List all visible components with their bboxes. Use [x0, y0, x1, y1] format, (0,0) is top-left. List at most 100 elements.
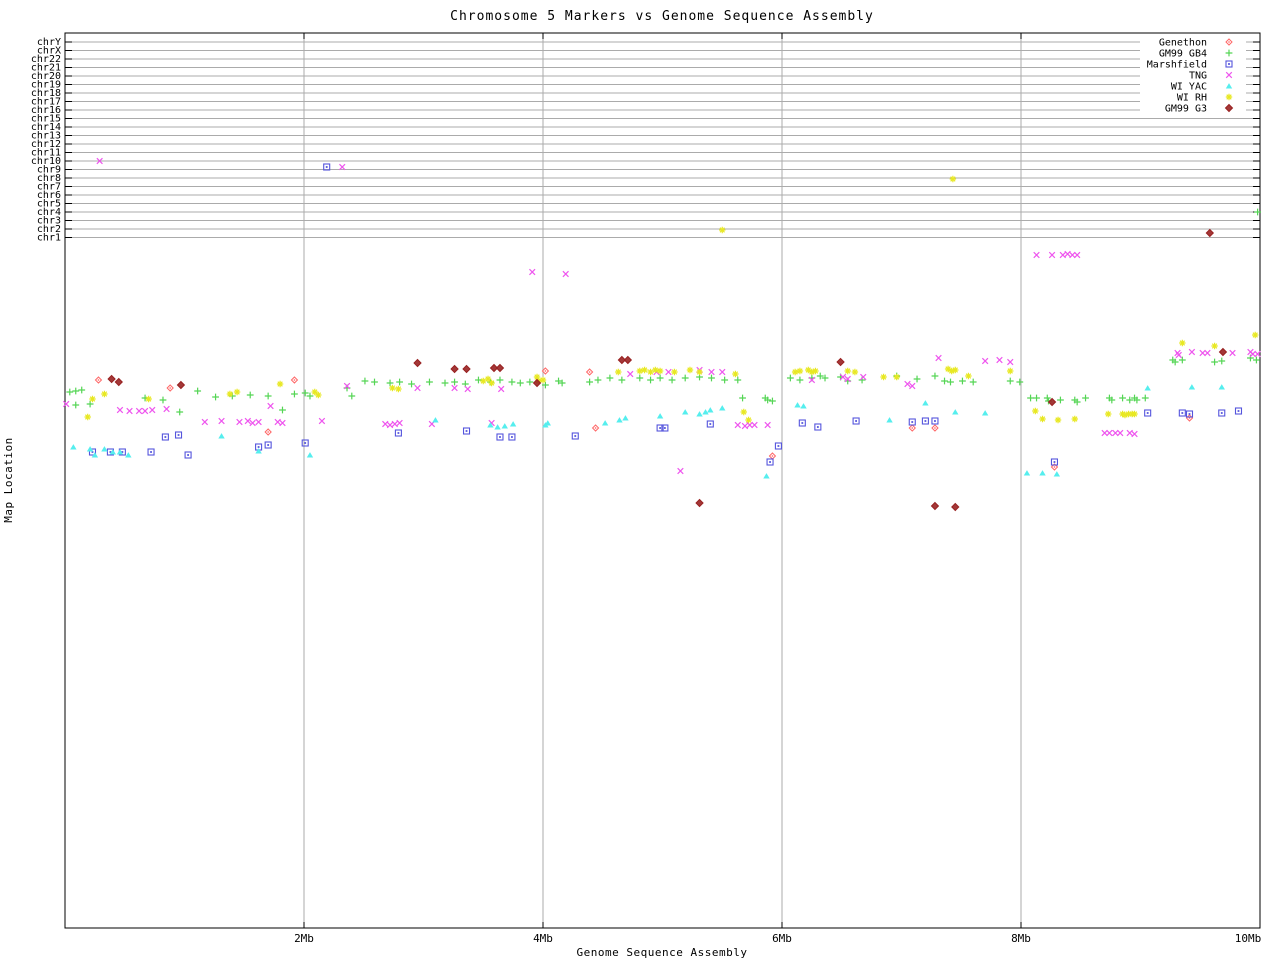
data-point: [264, 392, 272, 400]
data-point: [1218, 384, 1225, 390]
data-point: [904, 380, 911, 388]
data-point: [656, 374, 664, 382]
data-point: [623, 355, 633, 365]
data-point: [706, 420, 714, 428]
data-point: [121, 451, 124, 453]
data-point: [1188, 413, 1191, 415]
data-point: [249, 419, 256, 427]
data-point: [161, 433, 169, 441]
data-point: [1218, 409, 1226, 417]
data-point: [949, 175, 957, 183]
data-point: [1234, 407, 1243, 415]
data-point: [135, 407, 143, 415]
x-tick-label: 8Mb: [1011, 932, 1031, 945]
data-point: [1126, 429, 1133, 437]
data-point: [291, 390, 298, 398]
data-point: [78, 386, 86, 394]
chromosome-row-label: chr11: [31, 148, 61, 159]
data-point: [558, 379, 566, 387]
data-point: [464, 385, 471, 393]
data-point: [1211, 358, 1218, 366]
data-point: [163, 405, 170, 413]
data-point: [1112, 429, 1119, 437]
data-point: [72, 401, 80, 409]
x-axis-title: Genome Sequence Assembly: [577, 946, 748, 959]
data-point: [708, 368, 715, 376]
data-point: [1071, 415, 1078, 423]
data-point: [1119, 394, 1126, 402]
data-point: [499, 436, 501, 438]
data-point: [96, 157, 103, 165]
data-point: [244, 417, 252, 425]
data-point: [475, 376, 482, 384]
data-point: [386, 421, 394, 429]
data-point: [615, 368, 622, 376]
series-gm99-g3: [107, 228, 1228, 512]
data-point: [382, 420, 389, 428]
data-point: [187, 454, 189, 456]
data-point: [921, 417, 929, 425]
data-point: [677, 467, 684, 475]
data-point: [934, 420, 936, 422]
data-point: [1181, 412, 1184, 414]
series-wi-yac: [70, 384, 1225, 479]
data-point: [981, 410, 989, 416]
data-point: [821, 374, 829, 382]
data-point: [101, 446, 108, 452]
data-point: [233, 388, 241, 396]
data-point: [944, 365, 952, 373]
legend-label: WI YAC: [1171, 82, 1207, 93]
chromosome-row-label: chr9: [37, 165, 61, 176]
data-point: [1179, 339, 1186, 347]
data-point: [495, 363, 505, 373]
data-point: [571, 432, 579, 440]
data-point: [66, 388, 74, 396]
series-genethon: [94, 367, 1194, 471]
data-point: [851, 368, 859, 376]
data-point: [306, 392, 314, 400]
data-point: [145, 395, 152, 403]
data-point: [343, 382, 351, 390]
data-point: [72, 387, 80, 395]
data-point: [97, 379, 100, 381]
chromosome-row-label: chr2: [37, 224, 61, 235]
data-point: [1073, 398, 1081, 406]
data-point: [201, 418, 209, 426]
data-point: [109, 449, 116, 455]
data-point: [389, 384, 396, 392]
data-point: [952, 366, 959, 374]
data-point: [212, 393, 219, 401]
data-point: [1016, 378, 1024, 386]
legend-marker: [1225, 38, 1233, 46]
data-point: [544, 370, 547, 372]
data-point: [777, 445, 780, 447]
data-point: [497, 385, 505, 393]
data-point: [1178, 356, 1186, 364]
data-point: [796, 376, 804, 384]
data-point: [1064, 250, 1071, 258]
data-point: [695, 498, 704, 508]
data-point: [951, 502, 960, 512]
chromosome-row-label: chr1: [37, 233, 61, 244]
data-point: [796, 367, 804, 375]
data-point: [89, 395, 96, 403]
data-point: [264, 441, 272, 449]
data-point: [771, 455, 774, 457]
data-point: [84, 413, 91, 421]
data-point: [164, 436, 167, 438]
chromosome-row-label: chr17: [31, 97, 61, 108]
data-point: [935, 354, 942, 362]
data-point: [489, 363, 499, 373]
data-point: [529, 268, 536, 276]
data-point: [1116, 429, 1124, 437]
data-point: [1237, 410, 1240, 412]
data-point: [1033, 251, 1040, 259]
axes-layer: chrYchrXchr22chr21chr20chr19chr18chr17ch…: [31, 32, 1261, 945]
data-point: [798, 419, 806, 427]
data-point: [1006, 377, 1014, 385]
data-point: [236, 418, 243, 426]
legend-entry: TNG: [1189, 71, 1233, 82]
data-point: [686, 366, 694, 374]
data-point: [734, 376, 742, 384]
data-point: [1101, 429, 1108, 437]
